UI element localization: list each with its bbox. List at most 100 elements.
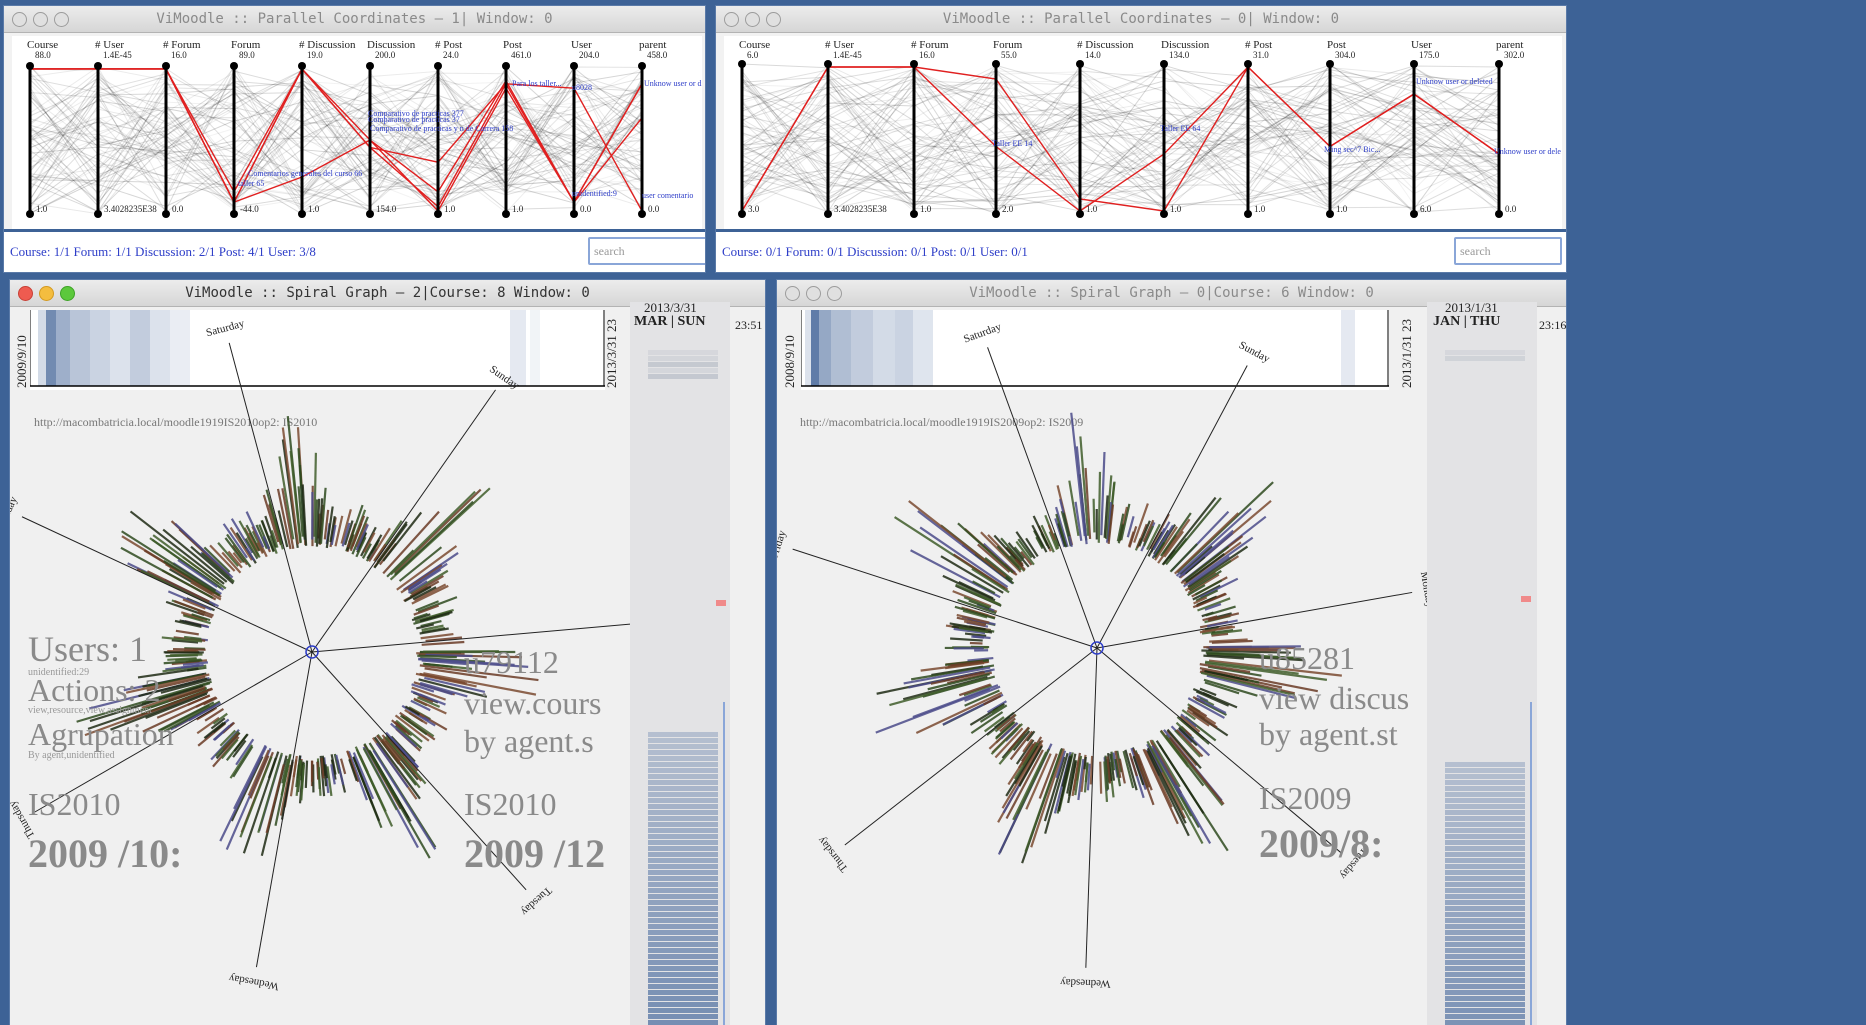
minimize-icon[interactable] (745, 12, 760, 27)
spiral-graph[interactable]: SundayMondayTuesdayWednesdayThursdayFrid… (777, 280, 1427, 1025)
activity-spike (1100, 451, 1106, 536)
activity-spike (245, 511, 265, 548)
activity-spike (1120, 503, 1131, 541)
data-line (29, 75, 643, 200)
time-side-panel[interactable] (630, 302, 730, 1025)
parallel-coordinates-plot[interactable]: Course 6.0 3.0 # User 1.4E-45 3.4028235E38 # F… (724, 36, 1562, 234)
time-slot (1445, 834, 1525, 839)
activity-spike (964, 632, 987, 637)
axis-name: Forum (231, 39, 261, 51)
zoom-icon[interactable] (54, 12, 69, 27)
close-icon[interactable] (18, 286, 33, 301)
data-line (741, 80, 1500, 210)
data-line (741, 79, 1500, 210)
zoom-icon[interactable] (827, 286, 842, 301)
data-line (29, 82, 643, 209)
axis-name: # Discussion (299, 39, 356, 51)
timeline-canvas[interactable] (30, 310, 605, 390)
data-line (29, 81, 643, 207)
data-line (29, 66, 643, 213)
side-panel-canvas[interactable] (630, 302, 730, 1025)
data-line (29, 67, 643, 210)
activity-spike (89, 684, 204, 723)
activity-spike (317, 767, 322, 796)
minimize-icon[interactable] (39, 286, 54, 301)
time-slot (1445, 918, 1525, 923)
activity-spike (1174, 512, 1240, 575)
time-slot (648, 816, 718, 821)
close-icon[interactable] (12, 12, 27, 27)
activity-spike (373, 736, 421, 800)
activity-spike (420, 620, 442, 628)
time-slot (648, 374, 718, 379)
axis-name: Forum (993, 39, 1023, 51)
time-slot (648, 870, 718, 875)
search-input[interactable] (588, 237, 705, 265)
activity-spike (1055, 750, 1067, 779)
time-slot (648, 774, 718, 779)
zoom-icon[interactable] (766, 12, 781, 27)
activity-spike (175, 629, 199, 636)
activity-spike (1183, 545, 1230, 582)
data-line (741, 67, 1500, 195)
minimize-icon[interactable] (806, 286, 821, 301)
activity-spike (1054, 506, 1069, 548)
activity-spike (179, 619, 202, 627)
axis-max: 88.0 (35, 50, 51, 60)
activity-spike (1055, 513, 1068, 548)
activity-spike (1146, 743, 1163, 773)
side-panel-canvas[interactable] (1427, 302, 1537, 1025)
activity-spike (352, 756, 381, 822)
activity-spike (281, 488, 295, 549)
data-line (29, 77, 643, 193)
activity-spike (190, 545, 235, 585)
titlebar[interactable]: ViMoodle :: Parallel Coordinates – 0| Wi… (716, 6, 1566, 33)
close-icon[interactable] (785, 286, 800, 301)
parallel-coordinates-plot[interactable]: Course 88.0 1.0 # User 1.4E-45 3.4028235E38 # … (12, 36, 702, 234)
axis-min: 3.4028235E38 (104, 204, 157, 214)
time-side-panel[interactable] (1427, 302, 1537, 1025)
time-slot (1445, 858, 1525, 863)
activity-spike (972, 580, 996, 595)
axis-bottom-handle (1076, 210, 1084, 218)
timeline[interactable] (30, 310, 605, 390)
spiral-graph[interactable]: SundayMondayTuesdayWednesdayThursdayFrid… (10, 280, 630, 1025)
close-icon[interactable] (724, 12, 739, 27)
time-slot (648, 792, 718, 797)
zoom-icon[interactable] (60, 286, 75, 301)
data-line (741, 94, 1500, 209)
spiral-graph-window-1: ViMoodle :: Spiral Graph – 2|Course: 8 W… (10, 280, 765, 1025)
activity-spike (232, 551, 243, 564)
record-label: Para los taller... (512, 79, 562, 88)
axis-top-handle (26, 62, 34, 70)
activity-spike (1160, 512, 1192, 557)
parallel-coordinates-window-1: ViMoodle :: Parallel Coordinates – 1| Wi… (4, 6, 705, 272)
time-slot (648, 732, 718, 737)
activity-spike (232, 745, 254, 778)
timeline-band (913, 310, 933, 386)
data-line (29, 69, 643, 215)
activity-spike (930, 671, 985, 685)
data-line (29, 67, 643, 209)
minimize-icon[interactable] (33, 12, 48, 27)
timeline-canvas[interactable] (801, 310, 1389, 390)
timeline[interactable] (801, 310, 1389, 390)
activity-spike (1199, 577, 1239, 599)
activity-spike (170, 653, 203, 657)
axis-top-handle (824, 60, 832, 68)
axis-top-handle (298, 62, 306, 70)
axis-name: Course (739, 39, 770, 51)
activity-spike (1104, 755, 1110, 790)
activity-spike (1196, 697, 1227, 714)
data-line (741, 122, 1500, 199)
activity-spike (262, 494, 280, 543)
axis-top-handle (1244, 60, 1252, 68)
activity-spike (389, 736, 420, 769)
activity-spike (315, 498, 321, 547)
activity-spike (209, 544, 236, 572)
titlebar[interactable]: ViMoodle :: Parallel Coordinates – 1| Wi… (4, 6, 705, 33)
search-input[interactable] (1454, 237, 1562, 265)
activity-spike (1032, 515, 1051, 550)
